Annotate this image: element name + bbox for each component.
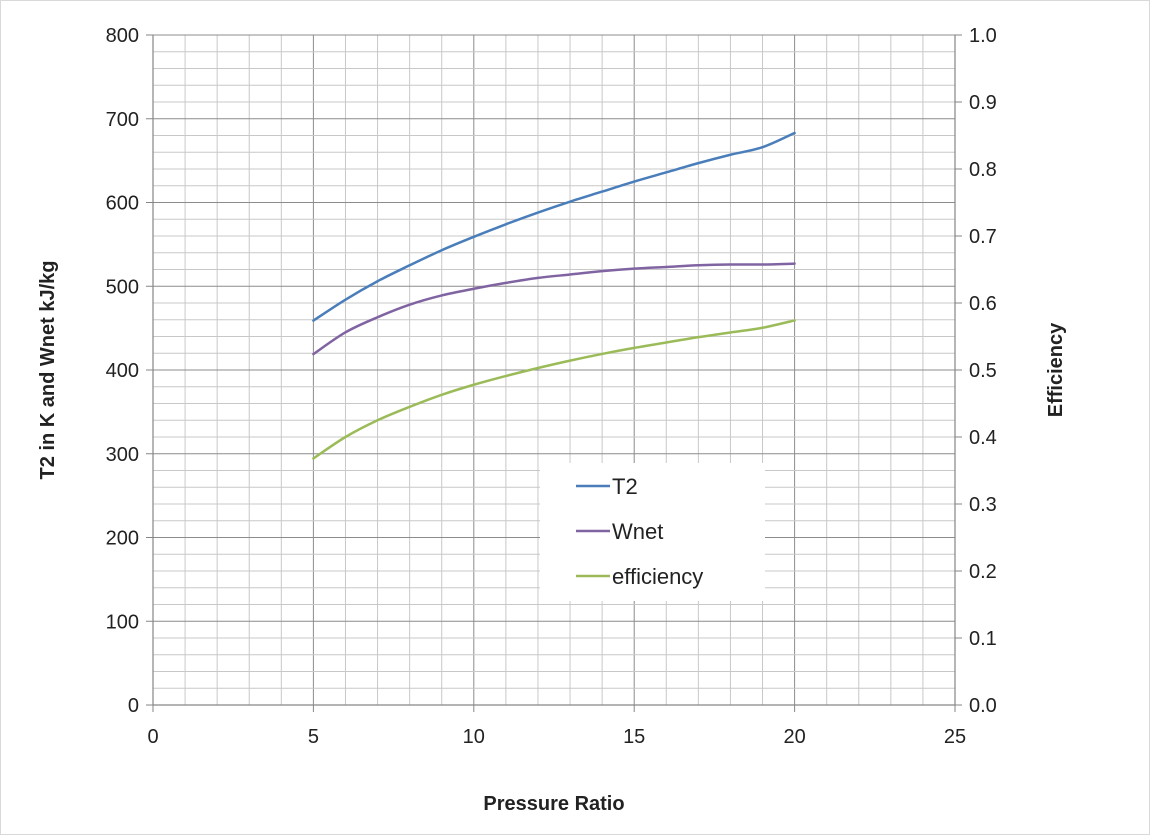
y-tick-label: 100: [106, 611, 139, 633]
y2-tick-label: 0.4: [969, 427, 997, 449]
y-tick-label: 500: [106, 276, 139, 298]
legend-label-t2: T2: [612, 474, 638, 499]
axes: 0 5 10 15 20 25 0 100 200 300 400 500 600 700 800 0.0 0.…: [106, 25, 997, 748]
x-axis-title: Pressure Ratio: [483, 793, 624, 815]
y-tick-label: 800: [106, 25, 139, 47]
legend: T2 Wnet efficiency: [540, 463, 765, 601]
series-line-t2: [312, 131, 796, 322]
y-tick-label: 0: [128, 695, 139, 717]
y2-tick-label: 0.3: [969, 494, 997, 516]
x-tick-label: 20: [783, 726, 805, 748]
x-tick-label: 15: [623, 726, 645, 748]
grid: [152, 34, 956, 706]
y2-tick-label: 0.2: [969, 561, 997, 583]
legend-label-efficiency: efficiency: [612, 564, 703, 589]
series-lines: [312, 131, 796, 460]
y2-axis-title: Efficiency: [1045, 322, 1067, 417]
y2-tick-label: 0.1: [969, 628, 997, 650]
x-tick-label: 5: [308, 726, 319, 748]
legend-label-wnet: Wnet: [612, 519, 663, 544]
y2-tick-label: 0.9: [969, 92, 997, 114]
y-tick-label: 700: [106, 109, 139, 131]
x-tick-label: 25: [944, 726, 966, 748]
y2-tick-label: 0.5: [969, 360, 997, 382]
y-tick-label: 200: [106, 528, 139, 550]
y2-tick-label: 1.0: [969, 25, 997, 47]
y-tick-label: 400: [106, 360, 139, 382]
y-axis-title: T2 in K and Wnet kJ/kg: [37, 261, 59, 480]
x-tick-label: 0: [147, 726, 158, 748]
y2-tick-label: 0.0: [969, 695, 997, 717]
series-line-efficiency: [312, 319, 796, 460]
x-tick-label: 10: [463, 726, 485, 748]
y2-tick-label: 0.8: [969, 159, 997, 181]
y-tick-label: 300: [106, 444, 139, 466]
series-line-wnet: [312, 262, 796, 356]
y-tick-label: 600: [106, 193, 139, 215]
y2-tick-label: 0.7: [969, 226, 997, 248]
y2-tick-label: 0.6: [969, 293, 997, 315]
